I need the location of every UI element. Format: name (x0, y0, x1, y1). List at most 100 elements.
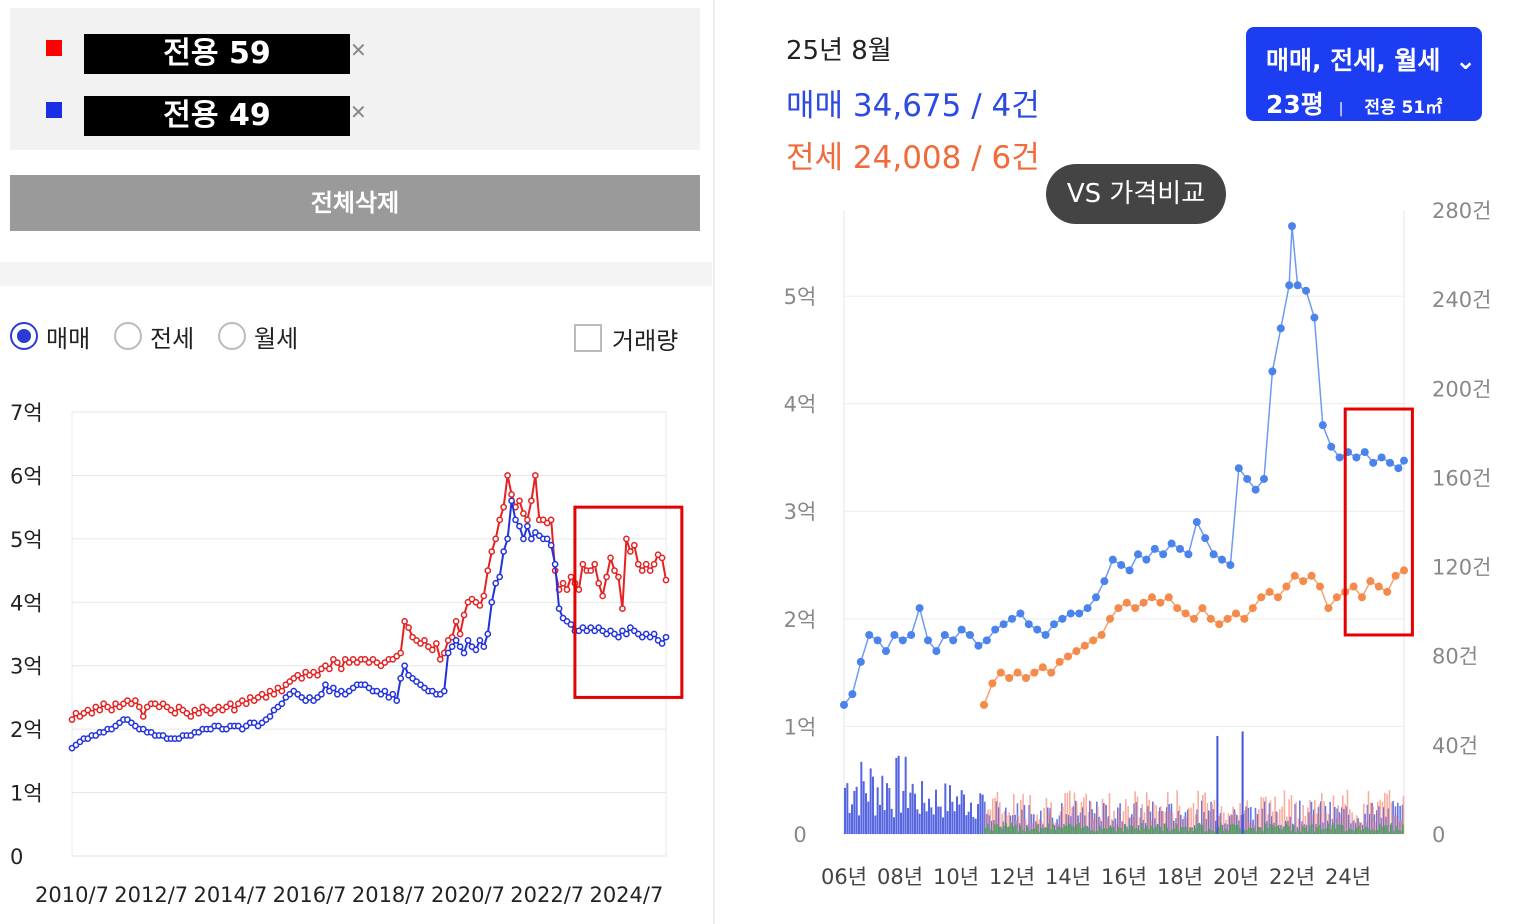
volume-bar (1366, 804, 1369, 834)
volume-bar (1089, 800, 1091, 834)
volume-bar (1154, 818, 1156, 834)
red-square-icon (46, 40, 62, 56)
volume-bar (1021, 809, 1023, 834)
radio-sale[interactable]: 매매 (10, 318, 90, 354)
volume-bar (1383, 825, 1386, 834)
volume-bar (1299, 800, 1301, 834)
volume-bar (1091, 829, 1094, 834)
data-point (999, 620, 1008, 629)
volume-bar (1043, 808, 1045, 834)
volume-bar (1379, 799, 1381, 834)
data-point (966, 630, 974, 639)
volume-bar (1255, 831, 1257, 834)
data-point (500, 548, 507, 555)
data-point (1206, 614, 1215, 623)
volume-bar (1236, 814, 1238, 834)
close-icon[interactable]: ✕ (350, 38, 367, 62)
volume-bar (909, 792, 912, 834)
delete-all-button[interactable]: 전체삭제 (10, 175, 700, 231)
volume-bar (1056, 826, 1059, 834)
data-point (567, 621, 575, 628)
data-point (397, 649, 405, 657)
volume-bar (1072, 806, 1075, 834)
data-point (1268, 367, 1277, 376)
volume-bar (1306, 824, 1308, 834)
data-point (996, 668, 1005, 677)
data-point (932, 647, 941, 656)
radio-jeonse[interactable]: 전세 (114, 318, 194, 354)
volume-bar (1138, 830, 1141, 834)
radio-monthly[interactable]: 월세 (218, 318, 298, 354)
volume-bar (1234, 812, 1237, 834)
volume-bar (1152, 828, 1155, 834)
volume-bar (1042, 828, 1045, 834)
y-tick-label: 1억 (784, 715, 817, 739)
volume-bar (1135, 802, 1138, 834)
volume-bar (1176, 790, 1178, 834)
volume-bar (1227, 830, 1229, 834)
volume-bar (1271, 824, 1274, 834)
volume-bar (904, 756, 907, 834)
close-icon[interactable]: ✕ (350, 100, 367, 124)
volume-bar (925, 811, 928, 834)
data-point (1005, 674, 1014, 682)
volume-bar (1122, 811, 1125, 834)
volume-bar (1243, 814, 1245, 834)
volume-bar (1226, 824, 1229, 834)
volume-bar (1124, 824, 1127, 834)
volume-bar (1174, 823, 1176, 834)
volume-bar (1098, 816, 1100, 834)
data-point (187, 713, 195, 720)
volume-bar (1101, 798, 1104, 834)
volume-bar (1171, 829, 1173, 834)
trade-type-dropdown[interactable]: 매매, 전세, 월세 ⌄ 23평 | 전용 51㎡ (1246, 27, 1482, 121)
volume-bar (1061, 828, 1064, 834)
data-point (567, 573, 575, 581)
volume-bar (1229, 824, 1232, 834)
volume-bar (995, 801, 998, 834)
volume-bar (1394, 806, 1397, 834)
volume-bar (855, 786, 858, 834)
data-point (432, 640, 440, 647)
volume-bar (1188, 807, 1190, 834)
data-point (559, 579, 567, 587)
vs-compare-button[interactable]: VS 가격비교 (1046, 164, 1226, 224)
volume-bar (994, 797, 996, 834)
volume-bar (1398, 821, 1400, 834)
volume-bar (921, 781, 923, 834)
volume-bar (1381, 801, 1384, 834)
data-point (1125, 566, 1134, 575)
volume-bar (1175, 824, 1178, 834)
data-point (1232, 609, 1240, 618)
volume-bar (1113, 810, 1115, 834)
volume-bar (1105, 805, 1107, 834)
volume-bar (1050, 802, 1052, 834)
volume-bar (1225, 819, 1227, 834)
volume-bar (1192, 802, 1195, 834)
data-point (579, 560, 587, 568)
data-point (440, 687, 448, 695)
volume-bar (1283, 826, 1285, 834)
compare-item-label: 전용 59 (84, 34, 350, 74)
volume-bar (914, 793, 916, 834)
volume-bar (1083, 797, 1085, 834)
data-point (650, 560, 658, 568)
volume-checkbox[interactable]: 거래량 (574, 322, 678, 355)
data-point (1164, 593, 1173, 602)
volume-bar (1332, 795, 1335, 834)
volume-bar (890, 808, 893, 834)
volume-bar (1023, 805, 1026, 834)
volume-bar (848, 812, 851, 834)
volume-bar (1166, 827, 1169, 834)
volume-bar (1183, 816, 1185, 834)
volume-bar (1205, 819, 1208, 834)
data-point (587, 567, 595, 574)
y-tick-label: 0 (793, 823, 806, 847)
volume-bar (1257, 814, 1259, 834)
volume-bar (1132, 816, 1134, 834)
separator-icon: | (1338, 101, 1344, 117)
volume-bar (1321, 793, 1323, 834)
volume-bar (1357, 825, 1360, 834)
volume-bar (967, 811, 970, 834)
x-tick-label: 22년 (1269, 865, 1315, 889)
